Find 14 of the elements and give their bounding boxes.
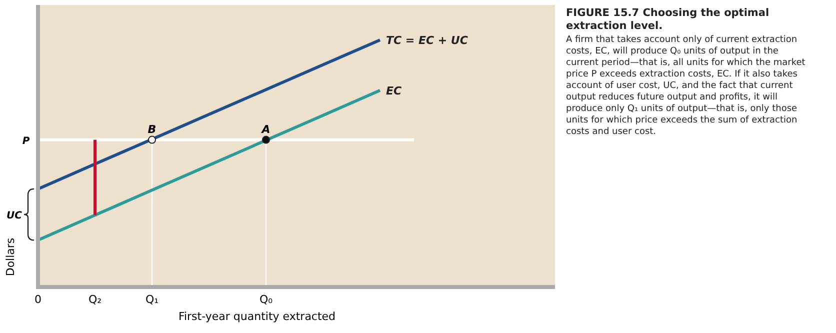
annotation: B — [148, 122, 156, 136]
text: UC — [6, 210, 23, 222]
series-label: EC — [386, 84, 402, 98]
y-axis-title: Dollars — [4, 238, 17, 276]
x-tick-label: 0 — [34, 293, 42, 306]
series-label: TC = EC + UC — [386, 34, 468, 47]
x-tick-label: Q₂ — [88, 293, 102, 306]
x-tick-label: Q₁ — [145, 293, 159, 306]
text: FIGURE 15.7 Choosing the optimal extraction level. — [566, 7, 770, 32]
x-axis-title: First-year quantity extracted — [178, 310, 336, 323]
ref-line-label: P — [22, 136, 30, 147]
annotation: A — [260, 122, 270, 136]
text: A firm that takes account only of current extraction costs, EC, will produce Q₀ units of output in the current period—that is, all units for which the market price P exceeds extraction costs, EC. If it also takes account of user cost, UC, and the fact that current output reduces future output and profits, it will produce only Q₁ units of output—that is, only those units for which price exceeds the sum of extraction costs and user cost. — [566, 35, 806, 137]
x-tick-label: Q₀ — [259, 293, 274, 306]
